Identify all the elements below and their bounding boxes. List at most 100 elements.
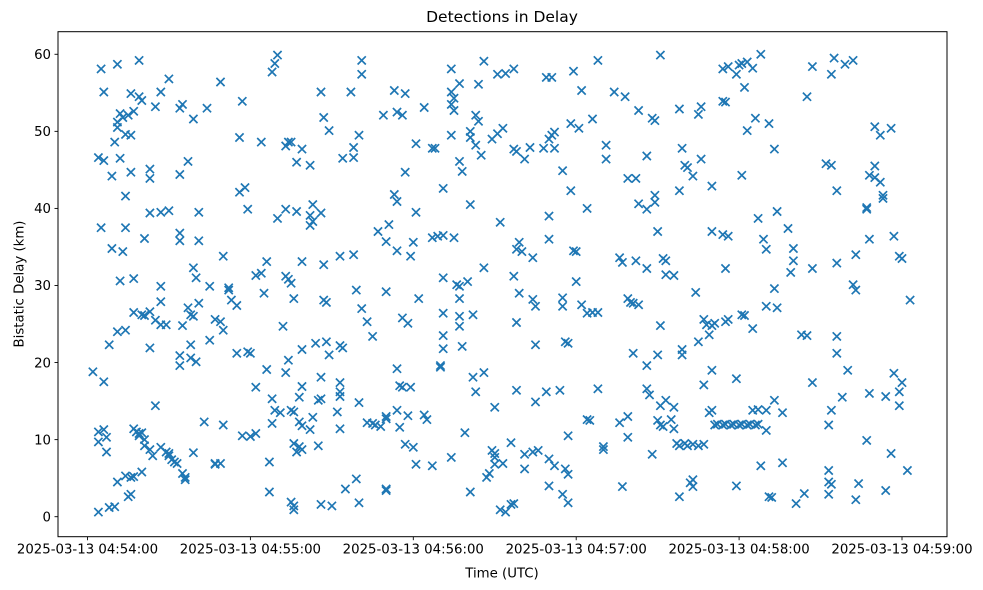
data-point-marker [538, 143, 549, 154]
data-point-marker [286, 278, 296, 288]
data-point-marker [905, 295, 915, 305]
data-point-marker [544, 481, 554, 491]
data-point-marker [587, 114, 598, 124]
data-point-marker [137, 467, 147, 477]
data-point-marker [381, 484, 391, 494]
data-point-marker [88, 367, 98, 377]
data-point-marker [688, 474, 698, 485]
data-point-marker [655, 320, 666, 331]
data-point-marker [234, 132, 245, 143]
data-point-marker [633, 199, 644, 209]
data-point-marker [101, 432, 112, 443]
data-point-marker [807, 377, 818, 388]
data-point-marker [704, 330, 714, 340]
data-point-marker [826, 405, 837, 416]
data-point-marker [145, 444, 155, 455]
data-point-marker [633, 105, 644, 116]
data-point-marker [848, 55, 858, 66]
data-point-marker [557, 489, 568, 500]
data-point-marker [381, 236, 391, 247]
data-point-marker [699, 380, 709, 390]
data-point-marker [118, 246, 128, 257]
data-point-marker [568, 246, 579, 256]
data-point-marker [218, 420, 228, 430]
data-point-marker [354, 130, 364, 140]
data-point-marker [180, 474, 190, 485]
data-point-marker [139, 441, 150, 451]
data-point-marker [720, 263, 731, 274]
data-point-marker [175, 228, 185, 238]
data-point-marker [476, 150, 486, 160]
data-point-marker [126, 489, 136, 500]
data-point-marker [454, 321, 465, 332]
data-point-marker [183, 303, 193, 313]
data-point-marker [742, 420, 752, 430]
data-point-marker [861, 435, 872, 446]
data-point-marker [718, 64, 728, 74]
data-point-marker [487, 134, 497, 144]
data-point-marker [617, 257, 628, 268]
data-point-marker [693, 337, 704, 347]
data-point-marker [210, 314, 220, 325]
data-point-marker [446, 452, 457, 463]
data-point-marker [756, 461, 766, 471]
data-point-marker [156, 207, 166, 218]
data-point-marker [392, 405, 402, 416]
data-point-marker [147, 451, 158, 461]
data-point-marker [547, 72, 557, 83]
data-point-marker [688, 481, 698, 492]
data-point-marker [297, 344, 307, 355]
data-point-marker [462, 276, 473, 287]
data-point-marker [799, 488, 810, 499]
data-point-marker [490, 448, 500, 459]
data-point-marker [511, 146, 522, 157]
data-point-marker [544, 211, 554, 221]
data-point-marker [742, 125, 752, 136]
data-point-marker [223, 283, 234, 293]
data-point-marker [449, 232, 459, 243]
data-point-marker [674, 185, 685, 196]
data-point-marker [669, 270, 679, 281]
data-point-marker [737, 310, 747, 320]
data-point-marker [313, 441, 324, 451]
data-point-marker [772, 206, 782, 217]
data-point-marker [766, 492, 777, 503]
data-point-marker [750, 420, 761, 430]
data-point-marker [120, 191, 131, 201]
data-point-marker [99, 424, 109, 435]
data-point-marker [734, 420, 744, 430]
data-point-marker [479, 56, 489, 66]
data-point-marker [408, 237, 419, 248]
data-point-marker [310, 338, 321, 349]
data-point-marker [593, 384, 603, 394]
data-point-marker [400, 167, 410, 177]
data-point-marker [720, 97, 731, 107]
data-point-marker [875, 130, 886, 140]
data-point-marker [761, 301, 771, 312]
data-point-marker [563, 498, 573, 508]
data-point-marker [449, 105, 459, 116]
data-point-marker [669, 402, 679, 413]
data-point-marker [175, 169, 185, 180]
data-point-marker [479, 263, 489, 273]
data-point-marker [381, 411, 391, 422]
data-point-marker [454, 78, 465, 89]
data-point-marker [400, 88, 410, 99]
data-point-marker [623, 173, 633, 184]
data-point-marker [642, 384, 652, 394]
data-point-marker [223, 285, 234, 295]
data-point-marker [289, 407, 299, 417]
data-point-marker [544, 454, 554, 464]
data-point-marker [889, 231, 899, 241]
data-point-marker [120, 325, 131, 335]
data-point-marker [427, 232, 438, 243]
data-point-marker [886, 123, 896, 134]
data-point-marker [791, 498, 801, 509]
data-point-marker [739, 310, 750, 321]
data-point-marker [305, 210, 315, 221]
data-point-marker [289, 293, 299, 304]
data-point-marker [897, 253, 907, 264]
data-point-marker [731, 373, 742, 384]
data-point-marker [305, 220, 315, 231]
data-point-marker [232, 348, 242, 359]
